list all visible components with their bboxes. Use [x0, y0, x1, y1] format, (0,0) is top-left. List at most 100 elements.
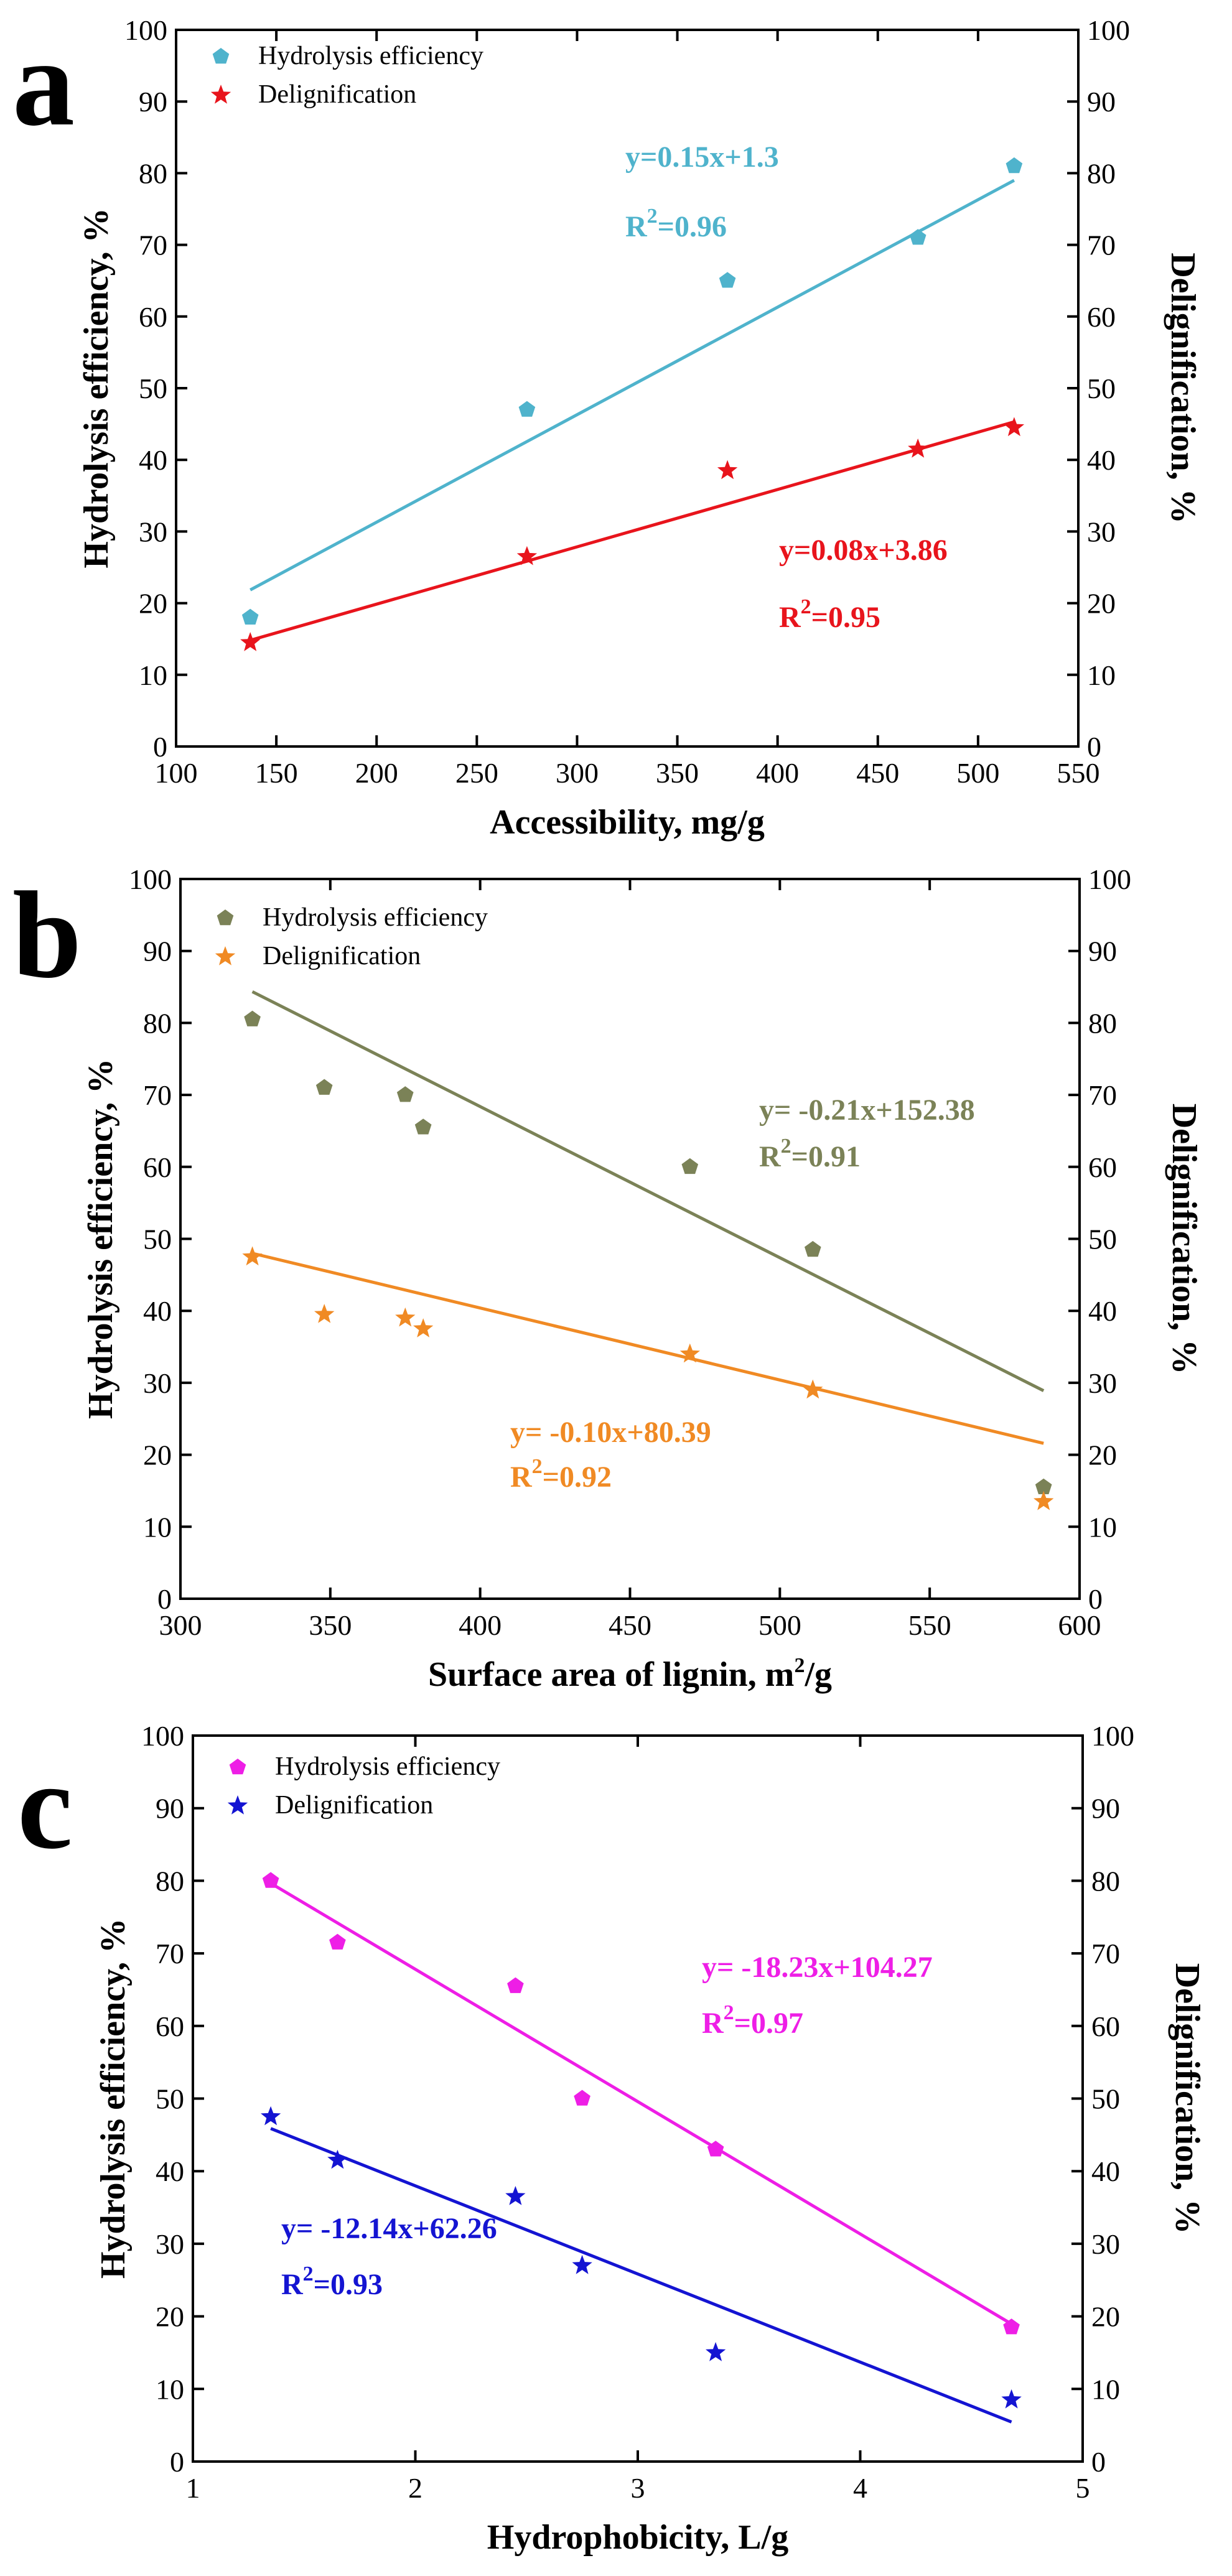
y-axis-title-right: Delignification, % [1164, 253, 1202, 524]
data-point-hydrolysis [244, 1010, 261, 1026]
data-point-delignification [1034, 1490, 1054, 1510]
r-squared-value: =0.97 [734, 2007, 803, 2040]
fit-equation: y= -18.23x+104.27 [702, 1951, 933, 1984]
y-tick-label-right: 10 [1091, 2373, 1120, 2405]
y-tick-label-right: 0 [1087, 731, 1101, 763]
y-tick-label-left: 20 [139, 588, 167, 620]
y-tick-label-left: 90 [143, 936, 172, 967]
fit-line-delignification [250, 420, 1015, 642]
data-point-hydrolysis [518, 401, 536, 417]
r-squared-exponent: 2 [781, 1135, 791, 1158]
fit-equation: y= -0.21x+152.38 [759, 1094, 975, 1127]
x-axis-title-main: Surface area of lignin, m [428, 1655, 794, 1694]
fit-r-squared: R2=0.96 [625, 205, 727, 243]
legend-marker-delignification [227, 1795, 248, 1815]
r-squared-value: =0.92 [543, 1461, 612, 1494]
r-squared-prefix: R [281, 2268, 304, 2301]
plot-frame [192, 1734, 1084, 2463]
fit-line-hydrolysis [251, 990, 1045, 1392]
y-tick-label-left: 40 [156, 2155, 184, 2187]
y-tick-label-left: 40 [143, 1295, 172, 1327]
y-tick-label-right: 90 [1088, 936, 1117, 967]
panel-letter: c [17, 1737, 73, 1875]
data-point-hydrolysis [1035, 1478, 1052, 1494]
data-point-delignification [505, 2186, 526, 2205]
x-axis-title: Accessibility, mg/g [490, 803, 765, 842]
r-squared-prefix: R [702, 2007, 724, 2040]
x-tick-label: 550 [908, 1609, 951, 1641]
y-tick-label-right: 80 [1088, 1007, 1117, 1039]
y-tick-label-right: 80 [1087, 157, 1116, 189]
x-tick-label: 400 [459, 1609, 502, 1641]
y-tick-label-right: 100 [1088, 863, 1131, 895]
y-axis-title-right: Delignification, % [1168, 1963, 1206, 2234]
y-axis-title-left: Hydrolysis efficiency, % [82, 1059, 120, 1419]
legend-marker-delignification [210, 85, 231, 104]
y-tick-label-right: 40 [1088, 1295, 1117, 1327]
y-tick-label-right: 30 [1088, 1367, 1117, 1399]
fit-line-hydrolysis [269, 1882, 1012, 2325]
y-tick-label-left: 60 [143, 1151, 172, 1183]
x-tick-label: 300 [556, 757, 599, 789]
y-tick-label-right: 60 [1091, 2011, 1120, 2042]
fit-r-squared: R2=0.97 [702, 2001, 803, 2040]
legend-marker-delignification [215, 946, 236, 965]
y-tick-label-left: 80 [143, 1007, 172, 1039]
x-tick-label: 500 [758, 1609, 801, 1641]
y-tick-label-left: 50 [139, 373, 167, 404]
x-tick-label: 150 [255, 757, 298, 789]
legend-label: Hydrolysis efficiency [258, 42, 483, 70]
y-tick-label-right: 50 [1087, 373, 1116, 404]
fit-r-squared: R2=0.91 [759, 1135, 861, 1173]
r-squared-exponent: 2 [532, 1455, 543, 1478]
data-point-hydrolysis [574, 2090, 590, 2106]
x-tick-label: 300 [159, 1609, 202, 1641]
data-point-hydrolysis [1003, 2318, 1020, 2335]
y-tick-label-left: 70 [156, 1938, 184, 1969]
r-squared-prefix: R [759, 1140, 782, 1173]
data-point-delignification [572, 2254, 592, 2274]
y-tick-label-right: 60 [1088, 1151, 1117, 1183]
y-tick-label-right: 70 [1088, 1079, 1117, 1111]
x-axis-title-tail: /g [804, 1655, 832, 1694]
y-tick-label-left: 60 [156, 2011, 184, 2042]
y-tick-label-left: 30 [156, 2228, 184, 2260]
x-axis-title: Hydrophobicity, L/g [487, 2518, 788, 2557]
data-point-delignification [717, 460, 738, 480]
data-point-delignification [242, 1246, 263, 1266]
y-tick-label-left: 100 [129, 863, 172, 895]
legend-marker-hydrolysis [229, 1759, 246, 1775]
x-tick-label: 4 [853, 2472, 867, 2504]
panel-letter: b [12, 867, 82, 1004]
y-tick-label-left: 10 [143, 1511, 172, 1543]
data-point-delignification [516, 546, 538, 565]
y-tick-label-left: 0 [157, 1583, 172, 1615]
data-point-hydrolysis [396, 1086, 414, 1102]
x-tick-label: 400 [756, 757, 799, 789]
legend-marker-hydrolysis [212, 48, 230, 64]
y-tick-label-right: 10 [1087, 659, 1116, 691]
y-tick-label-right: 20 [1088, 1439, 1117, 1471]
r-squared-value: =0.95 [811, 601, 880, 634]
fit-line-hydrolysis [250, 179, 1015, 592]
y-tick-label-right: 0 [1091, 2446, 1106, 2478]
fit-equation: y=0.15x+1.3 [625, 141, 779, 174]
y-tick-label-right: 50 [1088, 1224, 1117, 1255]
data-point-delignification [413, 1318, 434, 1337]
y-tick-label-left: 40 [139, 444, 167, 476]
data-point-hydrolysis [262, 1872, 279, 1888]
data-point-delignification [395, 1307, 416, 1327]
y-tick-label-left: 90 [156, 1793, 184, 1825]
y-tick-label-right: 10 [1088, 1511, 1117, 1543]
panel-letter: a [12, 14, 75, 152]
data-point-delignification [1001, 2389, 1022, 2409]
r-squared-prefix: R [625, 210, 648, 243]
r-squared-exponent: 2 [647, 205, 658, 228]
y-tick-label-left: 30 [143, 1367, 172, 1399]
x-tick-label: 500 [956, 757, 999, 789]
data-point-delignification [706, 2341, 726, 2361]
x-tick-label: 550 [1057, 757, 1100, 789]
